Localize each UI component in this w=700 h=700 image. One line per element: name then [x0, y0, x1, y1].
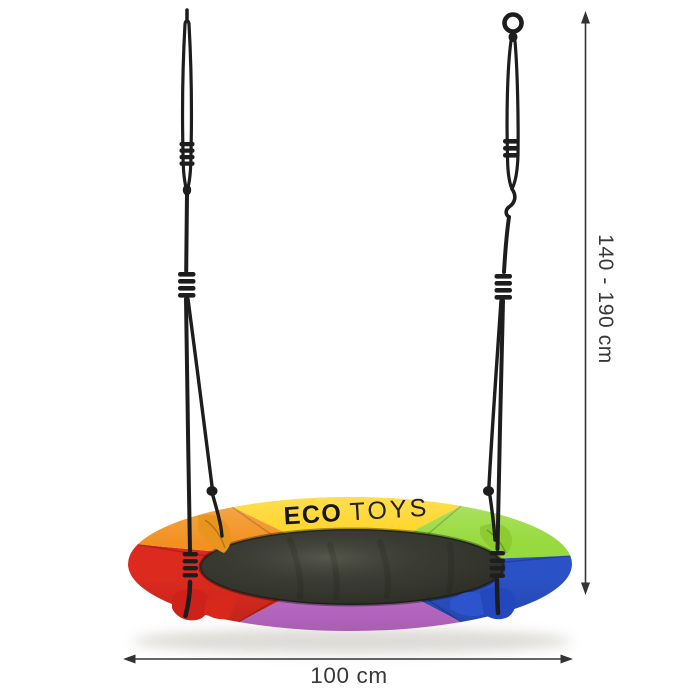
- brand-logo-eco: ECO: [283, 499, 343, 531]
- rope-right-upper: [502, 215, 511, 274]
- rope-right-tail: [487, 299, 503, 488]
- rope-right-ring-knot: [508, 32, 518, 42]
- strap-orange-crease: [204, 519, 226, 549]
- dimension-annotations: [123, 11, 590, 664]
- width-label: 100 cm: [310, 663, 388, 688]
- arrow-right-icon: [560, 654, 573, 664]
- rope-left-main: [184, 297, 192, 553]
- swing-mat: [198, 527, 506, 607]
- ground-shadow: [132, 628, 572, 654]
- rope-left-loop-clamp: [179, 142, 195, 166]
- rope-left-junction-knot: [182, 184, 192, 196]
- strap-orange-left: [198, 514, 232, 553]
- rope-right: [483, 12, 524, 616]
- rope-left-stopper-knot: [206, 486, 218, 496]
- rope-right-ring: [502, 12, 524, 34]
- rope-left-adjuster: [178, 272, 196, 298]
- rope-right-hook: [504, 187, 517, 219]
- rope-left: [178, 8, 224, 619]
- rope-left-sleeve: [182, 552, 198, 578]
- arrow-up-icon: [581, 11, 590, 24]
- flap-blue-right: [450, 592, 484, 617]
- brand-logo-toys: TOYS: [349, 494, 430, 527]
- brand-logo: ECO TOYS: [283, 494, 430, 531]
- rope-right-adjuster: [494, 274, 512, 300]
- arrow-left-icon: [123, 654, 136, 664]
- flap-red-left: [204, 595, 236, 620]
- rope-right-tail-end: [488, 494, 497, 542]
- rope-right-stopper-knot: [483, 486, 494, 496]
- rope-left-tail: [186, 297, 214, 488]
- rope-right-sleeve: [489, 551, 505, 578]
- rope-right-top-loop: [505, 39, 520, 191]
- rope-left-upper: [184, 192, 189, 273]
- height-range-label: 140 - 190 cm: [594, 234, 617, 364]
- rope-right-loop-clamp: [503, 139, 519, 158]
- rope-left-tail-end: [211, 494, 224, 538]
- rope-left-lower: [183, 579, 193, 619]
- arrow-down-icon: [581, 582, 590, 595]
- rope-right-main: [495, 299, 505, 551]
- mat-creases: [287, 537, 455, 600]
- wrap-red-left: [172, 588, 210, 621]
- rope-right-lower: [494, 577, 501, 616]
